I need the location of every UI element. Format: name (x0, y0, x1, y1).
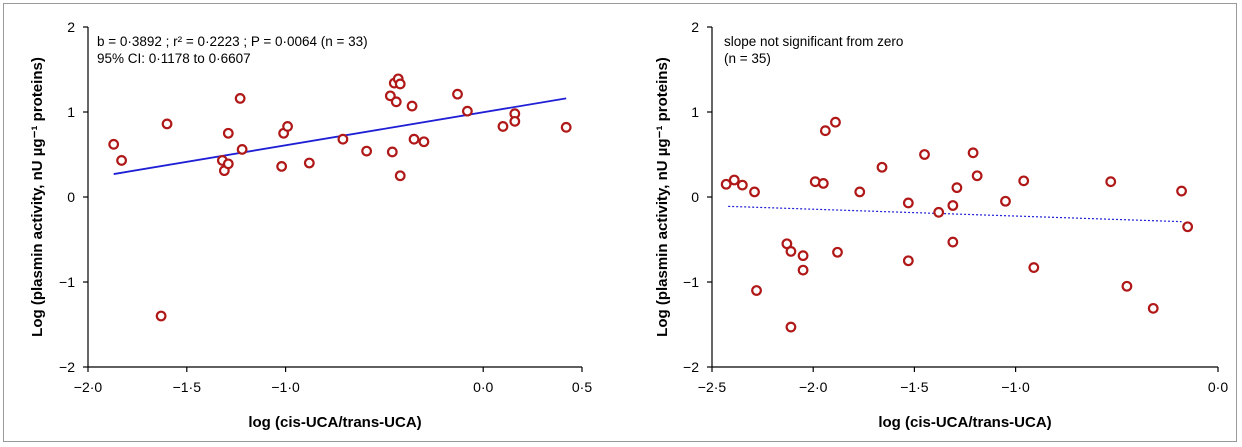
data-point (108, 138, 120, 150)
data-point (461, 105, 473, 117)
data-point (386, 146, 398, 158)
data-point (452, 88, 463, 100)
data-point (797, 250, 809, 262)
x-axis-title: log (cis-UCA/trans-UCA) (248, 414, 421, 431)
data-point (967, 147, 979, 159)
data-point (116, 155, 127, 166)
x-tick-label: −1·5 (173, 379, 202, 395)
data-point (155, 310, 167, 322)
data-point (161, 118, 173, 130)
figure-frame (3, 3, 1237, 442)
data-point (1121, 280, 1133, 292)
y-tick-label: 2 (67, 19, 75, 35)
data-point (394, 78, 406, 90)
data-point (1182, 221, 1194, 233)
data-point (222, 127, 234, 139)
data-point (854, 186, 866, 198)
x-tick-label: −1·5 (900, 379, 929, 395)
data-point (337, 133, 349, 145)
data-point (902, 197, 914, 209)
y-tick-label: −2 (683, 359, 699, 375)
data-point (947, 236, 959, 248)
data-point (971, 170, 983, 182)
y-tick-label: 0 (691, 189, 699, 205)
x-tick-label: −2·0 (799, 379, 828, 395)
data-point (919, 149, 930, 160)
data-point (933, 206, 945, 218)
data-point (509, 115, 521, 127)
x-tick-label: −2·0 (74, 379, 103, 395)
annotation-line-1: slope not significant from zero (724, 34, 903, 49)
data-point (902, 255, 914, 267)
y-tick-label: 2 (691, 19, 699, 35)
y-tick-label: 1 (67, 104, 75, 120)
annotation-line-1: b = 0·3892 ; r² = 0·2223 ; P = 0·0064 (n… (97, 34, 368, 49)
data-point (361, 145, 373, 157)
data-point (1176, 185, 1187, 197)
data-point (736, 179, 748, 191)
x-tick-label: −1·0 (271, 379, 300, 395)
x-tick-label: 0·0 (1208, 379, 1228, 395)
data-point (947, 200, 959, 211)
chart-panel-1: 2 1 0 −1 −2 −2·0 −1·5 −1·0 0·0 0·5 Log (plasmin ac… (29, 19, 592, 431)
data-point (819, 125, 831, 137)
data-point (1000, 195, 1011, 207)
data-point (720, 178, 732, 190)
y-tick-label: 0 (67, 189, 75, 205)
y-tick-label: −1 (683, 274, 699, 290)
y-tick-label: 1 (691, 104, 699, 120)
data-point (282, 121, 293, 132)
data-point (1105, 176, 1117, 188)
data-point (817, 177, 829, 189)
data-point (785, 321, 797, 333)
data-point (303, 157, 315, 169)
annotation-line-2: 95% CI: 0·1178 to 0·6607 (97, 51, 251, 66)
data-point (785, 245, 797, 257)
data-point (749, 186, 760, 198)
x-tick-label: 0·0 (473, 379, 493, 395)
data-point (832, 246, 843, 258)
data-point (1028, 262, 1040, 273)
data-point (234, 92, 246, 104)
data-point (394, 170, 406, 182)
data-point (951, 182, 963, 194)
y-axis-title: Log (plasmin activity, nU µg⁻¹ proteins) (29, 57, 46, 337)
data-point (418, 136, 430, 148)
x-tick-label: −2·5 (698, 379, 727, 395)
data-point (497, 121, 509, 132)
x-tick-label: 0·5 (572, 379, 592, 395)
chart-panel-2: 2 1 0 −1 −2 −2·5 −2·0 −1·5 −1·0 0·0 Log (plasmin a… (654, 19, 1228, 431)
data-point (406, 100, 418, 112)
data-point (390, 96, 402, 108)
data-point (876, 161, 888, 173)
annotation-line-2: (n = 35) (724, 51, 771, 66)
data-point (560, 121, 572, 133)
x-tick-label: −1·0 (1001, 379, 1030, 395)
data-point (408, 133, 420, 145)
data-point (276, 160, 288, 172)
y-axis-title: Log (plasmin activity, nU µg⁻¹ proteins) (654, 57, 671, 337)
data-point (1018, 175, 1030, 187)
data-point (797, 264, 809, 276)
y-tick-label: −1 (59, 274, 75, 290)
data-point (728, 174, 740, 186)
data-point (830, 116, 841, 128)
data-point (1147, 302, 1159, 314)
y-tick-label: −2 (59, 359, 75, 375)
x-axis-title: log (cis-UCA/trans-UCA) (878, 414, 1051, 431)
data-point (236, 143, 248, 155)
data-point (751, 285, 762, 296)
data-point (222, 158, 234, 170)
